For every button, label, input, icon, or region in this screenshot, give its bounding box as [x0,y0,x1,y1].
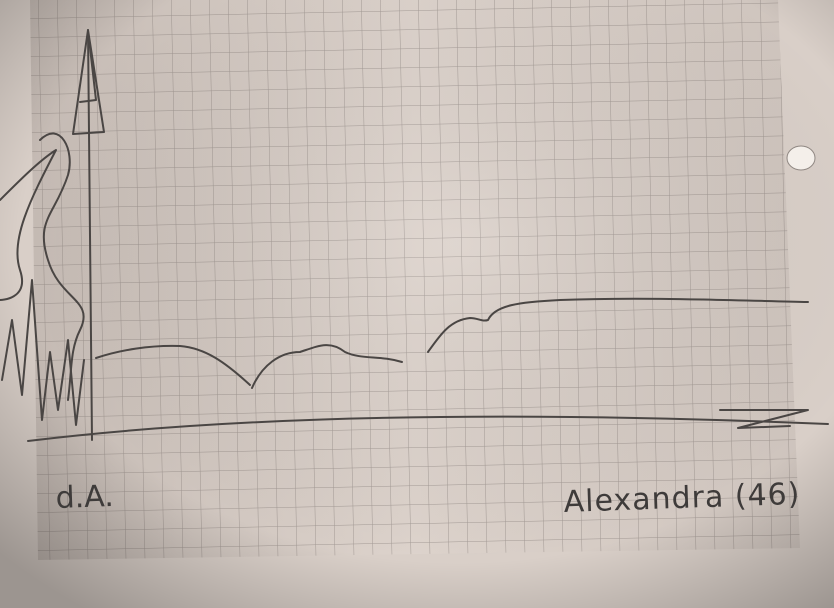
left-edge-loop [0,149,57,301]
punch-hole [786,145,816,171]
axis-origin-label: d.A. [55,479,114,516]
left-edge-scribble [39,132,85,401]
horizontal-axis-line [27,415,829,442]
line-trace-segment-2 [251,344,403,389]
horizontal-axis-end-mark [719,409,809,429]
left-zigzag-line [1,279,85,426]
line-trace-segment-1 [95,344,251,386]
vertical-axis-line [87,29,93,441]
line-trace-segment-3 [427,297,809,353]
vertical-axis-arrow [72,29,105,135]
handwritten-caption: Alexandra (46) [563,477,801,520]
